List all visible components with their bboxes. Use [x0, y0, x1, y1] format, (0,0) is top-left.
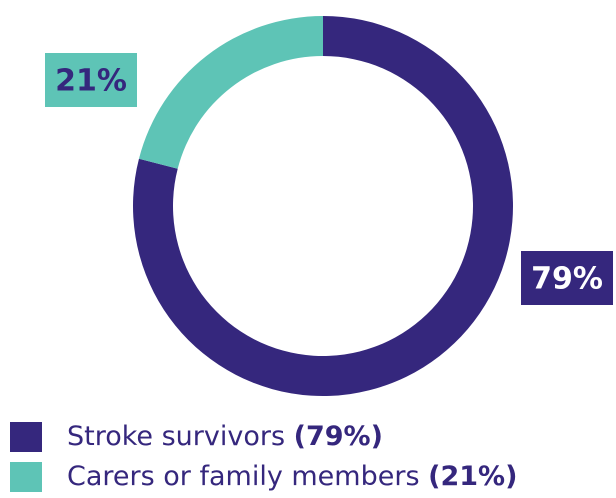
label-box — [521, 251, 613, 305]
legend-label: Stroke survivors (79%) — [67, 421, 383, 452]
legend-swatch — [10, 462, 42, 492]
legend-swatch — [10, 422, 42, 452]
slice-label: 79% — [531, 262, 603, 297]
donut-slice — [138, 16, 323, 169]
label-box — [45, 53, 137, 107]
slice-label: 21% — [55, 64, 127, 99]
legend-value: (79%) — [294, 421, 383, 452]
legend-label: Carers or family members (21%) — [67, 461, 517, 492]
legend-category: Carers or family members — [67, 461, 420, 492]
legend-category: Stroke survivors — [67, 421, 285, 452]
legend-value: (21%) — [428, 461, 517, 492]
